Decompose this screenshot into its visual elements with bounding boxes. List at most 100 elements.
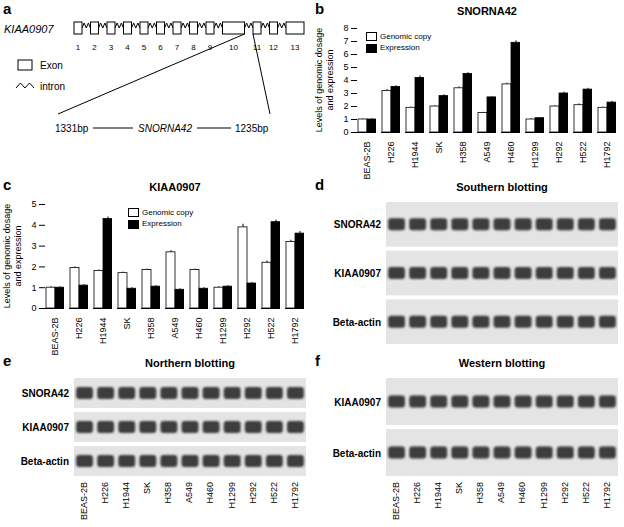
svg-text:Beta-actin: Beta-actin (333, 448, 381, 459)
svg-text:H522: H522 (578, 142, 588, 164)
svg-text:Exon: Exon (40, 60, 63, 71)
svg-text:SK: SK (454, 482, 464, 494)
svg-text:13: 13 (291, 43, 300, 52)
svg-text:H460: H460 (517, 482, 527, 504)
html-text:Expression: Expression (142, 219, 182, 229)
svg-text:4: 4 (125, 43, 130, 52)
svg-text:1: 1 (343, 114, 348, 124)
svg-text:5: 5 (142, 43, 147, 52)
svg-text:11: 11 (253, 43, 262, 52)
svg-text:SK: SK (122, 318, 132, 330)
html-text:Genomic copy: Genomic copy (380, 32, 432, 42)
svg-text:12: 12 (269, 43, 278, 52)
svg-text:2: 2 (92, 43, 97, 52)
svg-text:H1792: H1792 (602, 142, 612, 169)
html-text:d: d (315, 176, 325, 193)
svg-text:7: 7 (343, 36, 348, 46)
svg-text:3: 3 (343, 88, 348, 98)
html-text:b: b (315, 0, 325, 17)
svg-text:H1792: H1792 (290, 318, 300, 345)
html-text:KIAA0907: KIAA0907 (149, 181, 201, 193)
svg-text:H460: H460 (205, 482, 215, 504)
svg-text:H358: H358 (475, 482, 485, 504)
svg-text:KIAA0907: KIAA0907 (22, 422, 69, 433)
svg-text:H1944: H1944 (98, 318, 108, 345)
svg-text:H1792: H1792 (290, 482, 300, 509)
svg-text:Western blotting: Western blotting (459, 357, 546, 369)
svg-text:H226: H226 (100, 482, 110, 504)
svg-text:SNORNA42: SNORNA42 (138, 123, 192, 134)
svg-text:SK: SK (434, 142, 444, 154)
svg-text:H292: H292 (560, 482, 570, 504)
svg-text:H522: H522 (581, 482, 591, 504)
html-text:a: a (3, 0, 12, 17)
svg-text:H1299: H1299 (530, 142, 540, 169)
svg-text:3: 3 (31, 241, 36, 251)
svg-text:H358: H358 (458, 142, 468, 164)
svg-text:Southern blotting: Southern blotting (456, 181, 548, 193)
svg-text:H1792: H1792 (602, 482, 612, 509)
svg-text:BEAS-2B: BEAS-2B (50, 318, 60, 356)
svg-text:Beta-actin: Beta-actin (333, 317, 381, 328)
svg-text:H292: H292 (248, 482, 258, 504)
svg-text:SNORA42: SNORA42 (334, 219, 382, 230)
svg-text:0: 0 (343, 127, 348, 137)
svg-text:H358: H358 (163, 482, 173, 504)
svg-text:H1299: H1299 (227, 482, 237, 509)
svg-text:6: 6 (343, 49, 348, 59)
svg-text:KIAA0907: KIAA0907 (334, 397, 381, 408)
svg-text:5: 5 (343, 62, 348, 72)
svg-text:3: 3 (109, 43, 114, 52)
svg-text:H1299: H1299 (218, 318, 228, 345)
svg-text:1: 1 (76, 43, 81, 52)
svg-text:SNORA42: SNORA42 (22, 388, 70, 399)
svg-text:Northern blotting: Northern blotting (145, 357, 235, 369)
svg-text:A549: A549 (170, 318, 180, 339)
svg-text:Beta-actin: Beta-actin (21, 456, 69, 467)
svg-text:H1944: H1944 (433, 482, 443, 509)
svg-text:10: 10 (229, 43, 238, 52)
svg-text:KIAA0907: KIAA0907 (334, 268, 381, 279)
svg-text:H1299: H1299 (539, 482, 549, 509)
svg-text:H226: H226 (412, 482, 422, 504)
svg-text:H522: H522 (266, 318, 276, 340)
svg-text:BEAS-2B: BEAS-2B (391, 482, 401, 520)
svg-text:H292: H292 (242, 318, 252, 340)
svg-text:H522: H522 (269, 482, 279, 504)
svg-text:4: 4 (31, 220, 36, 230)
svg-text:A549: A549 (482, 142, 492, 163)
svg-text:A549: A549 (496, 482, 506, 503)
svg-text:KIAA0907: KIAA0907 (4, 23, 54, 35)
svg-text:2: 2 (343, 101, 348, 111)
svg-text:4: 4 (343, 75, 348, 85)
html-text:Genomic copy: Genomic copy (142, 208, 194, 218)
svg-text:1235bp: 1235bp (235, 123, 269, 134)
svg-text:8: 8 (191, 43, 196, 52)
svg-text:H292: H292 (554, 142, 564, 164)
html-text:Levels of genomic dosage and e: Levels of genomic dosage and expression (2, 203, 23, 309)
svg-text:1331bp: 1331bp (55, 123, 89, 134)
svg-text:intron: intron (40, 81, 65, 92)
svg-text:H226: H226 (74, 318, 84, 340)
svg-text:1: 1 (31, 283, 36, 293)
svg-text:BEAS-2B: BEAS-2B (362, 142, 372, 180)
html-text:c: c (3, 176, 12, 193)
svg-text:6: 6 (158, 43, 163, 52)
svg-text:H460: H460 (506, 142, 516, 164)
svg-text:H226: H226 (386, 142, 396, 164)
html-text:Levels of genomic dosage and e: Levels of genomic dosage and expression (314, 27, 335, 133)
svg-text:H358: H358 (146, 318, 156, 340)
svg-text:2: 2 (31, 262, 36, 272)
svg-text:H1944: H1944 (410, 142, 420, 169)
html-text:SNORNA42: SNORNA42 (457, 5, 517, 17)
svg-text:SK: SK (142, 482, 152, 494)
svg-text:5: 5 (31, 199, 36, 209)
svg-text:0: 0 (31, 303, 36, 313)
svg-text:H1944: H1944 (121, 482, 131, 509)
svg-text:H460: H460 (194, 318, 204, 340)
svg-text:8: 8 (343, 23, 348, 33)
svg-text:BEAS-2B: BEAS-2B (79, 482, 89, 520)
html-text:Expression: Expression (380, 43, 420, 53)
svg-text:7: 7 (175, 43, 180, 52)
svg-text:A549: A549 (184, 482, 194, 503)
